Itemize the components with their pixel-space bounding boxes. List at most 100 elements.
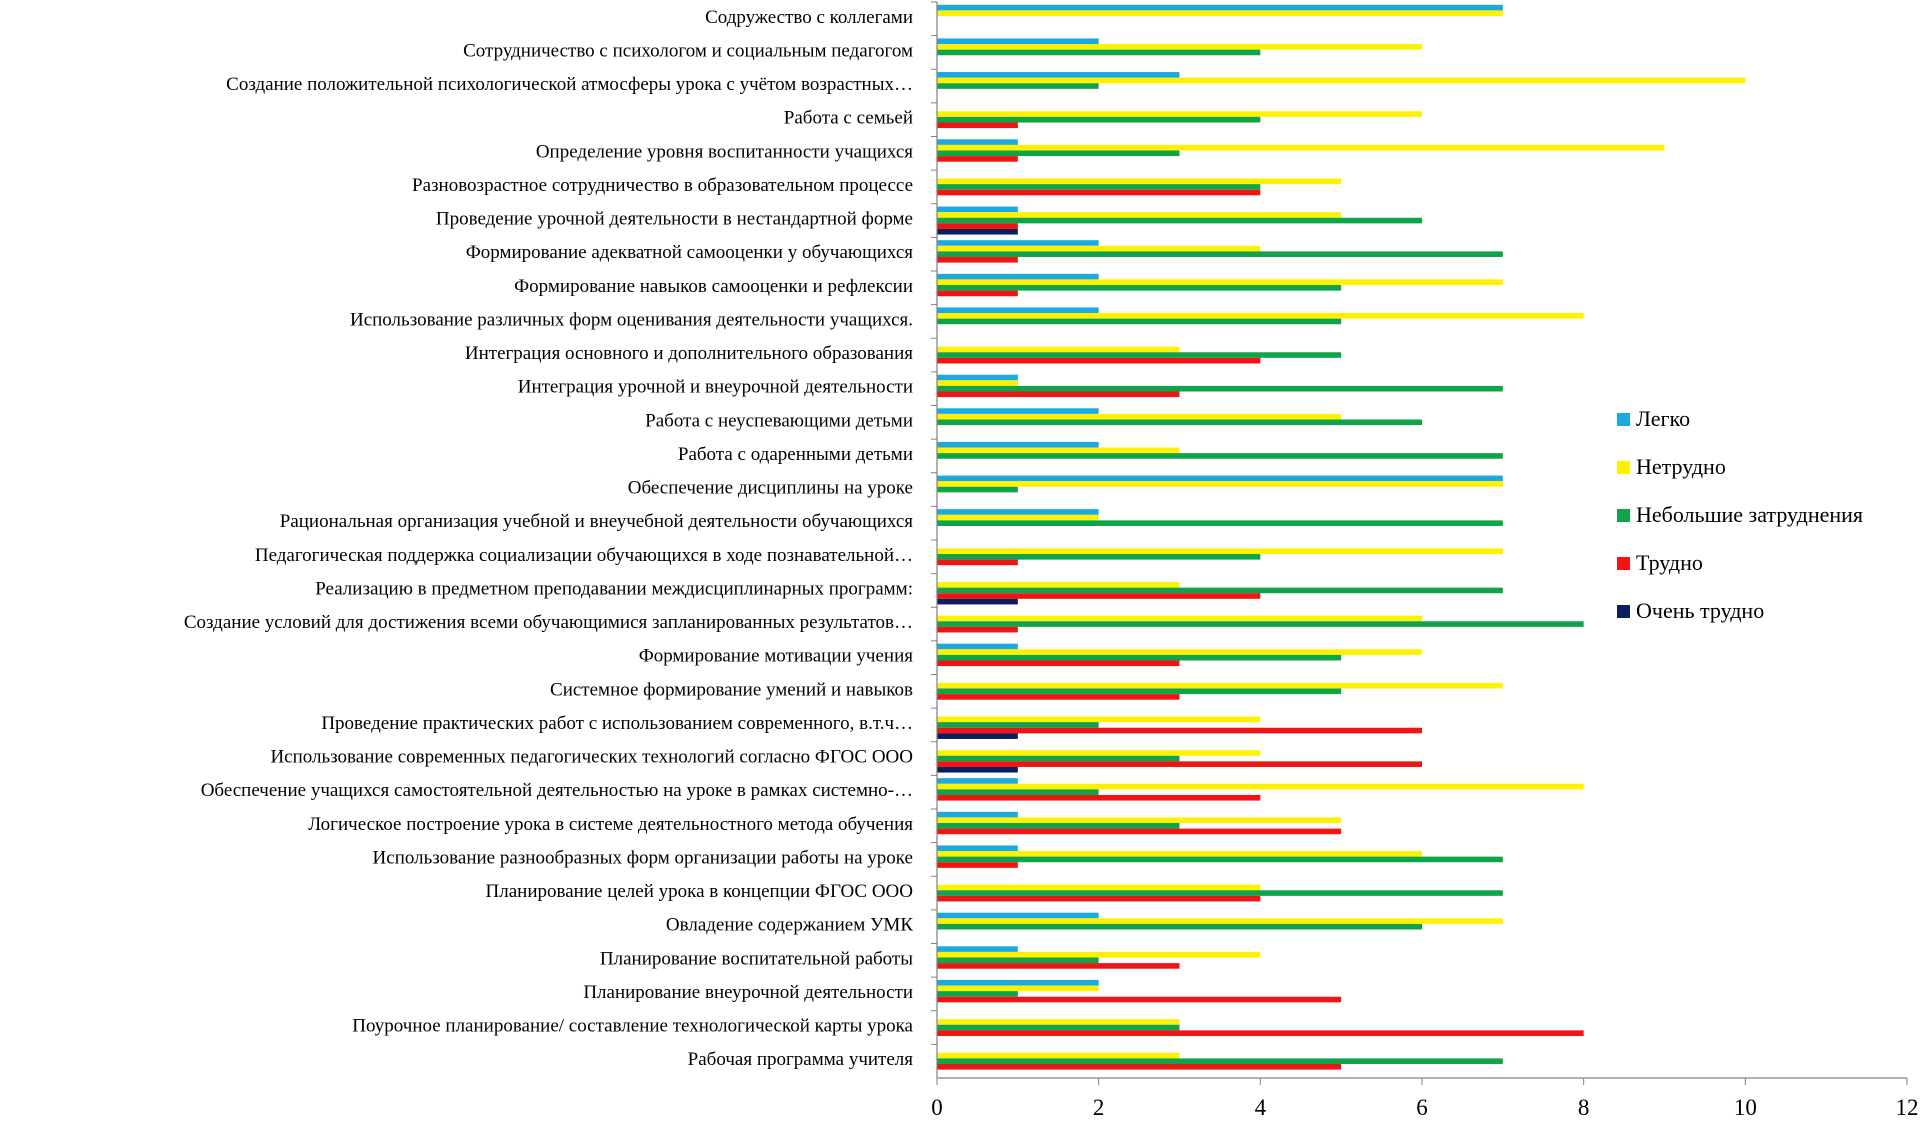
bar <box>937 587 1503 594</box>
category-label: Содружество с коллегами <box>705 7 913 28</box>
bar <box>937 72 1180 78</box>
bar <box>937 649 1422 655</box>
x-tick-label: 4 <box>1255 1095 1267 1120</box>
bar <box>937 621 1584 627</box>
bar <box>937 44 1422 50</box>
x-tick-label: 10 <box>1734 1095 1757 1120</box>
bars <box>937 4 1746 1070</box>
category-label: Работа с одаренными детьми <box>678 444 913 465</box>
legend-item: Трудно <box>1617 539 1863 587</box>
category-label: Работа с семьей <box>784 108 913 129</box>
legend-item: Легко <box>1617 395 1863 443</box>
bar <box>937 279 1503 286</box>
bar <box>937 750 1261 756</box>
bar <box>937 475 1503 482</box>
bar <box>937 890 1503 896</box>
bar <box>937 240 1099 246</box>
bar <box>937 4 1503 11</box>
category-label: Сотрудничество с психологом и социальным… <box>463 40 913 61</box>
bar <box>937 228 1018 235</box>
category-label: Работа с неуспевающими детьми <box>645 410 913 431</box>
bar <box>937 313 1584 319</box>
category-label: Интеграция основного и дополнительного о… <box>465 343 913 364</box>
category-label: Использование различных форм оценивания … <box>350 309 913 330</box>
category-label: Формирование мотивации учения <box>639 646 914 667</box>
category-labels: Содружество с коллегами Сотрудничество с … <box>184 7 914 1070</box>
category-label: Рациональная организация учебной и внеуч… <box>280 511 913 532</box>
category-label: Планирование воспитательной работы <box>600 948 913 969</box>
bar <box>937 851 1422 857</box>
bar <box>937 38 1099 45</box>
axes: 0 2 4 6 8 10 12 <box>931 1 1919 1120</box>
bar <box>937 212 1342 218</box>
bar <box>937 307 1099 314</box>
legend-item: Очень трудно <box>1617 587 1863 635</box>
bar <box>937 419 1422 426</box>
bar <box>937 285 1342 291</box>
bar <box>937 1058 1503 1064</box>
bar <box>937 144 1665 151</box>
bar <box>937 963 1180 969</box>
bar <box>937 923 1422 930</box>
bar <box>937 794 1261 801</box>
bar <box>937 856 1503 863</box>
category-label: Системное формирование умений и навыков <box>550 679 913 700</box>
bar <box>937 514 1099 521</box>
category-label: Формирование навыков самооценки и рефлек… <box>514 276 913 297</box>
bar <box>937 357 1261 364</box>
bar <box>937 694 1180 700</box>
bar <box>937 251 1503 257</box>
bar <box>937 755 1180 762</box>
bar <box>937 1063 1342 1070</box>
bar <box>937 273 1099 280</box>
bar <box>937 184 1261 190</box>
bar <box>937 391 1180 398</box>
bar <box>937 77 1746 84</box>
bar <box>937 884 1261 891</box>
bar <box>937 139 1018 145</box>
bar <box>937 654 1342 661</box>
bar <box>937 828 1342 835</box>
bar <box>937 223 1018 229</box>
bar <box>937 951 1261 958</box>
category-label: Планирование внеурочной деятельности <box>583 982 913 1003</box>
legend-label: Нетрудно <box>1636 454 1726 479</box>
bar <box>937 83 1099 89</box>
bar <box>937 374 1018 381</box>
bar <box>937 811 1018 818</box>
bar <box>937 548 1503 555</box>
bar <box>937 413 1342 420</box>
bar <box>937 178 1342 185</box>
bar <box>937 598 1018 605</box>
bar <box>937 486 1018 493</box>
bar <box>937 206 1018 213</box>
bar <box>937 895 1261 902</box>
bar <box>937 453 1503 459</box>
bar <box>937 116 1261 123</box>
legend-item: Небольшие затруднения <box>1617 491 1863 539</box>
bar <box>937 245 1261 252</box>
legend-label: Небольшие затруднения <box>1636 502 1864 527</box>
bar <box>937 991 1018 997</box>
category-label: Педагогическая поддержка социализации об… <box>255 545 913 566</box>
category-label: Планирование целей урока в концепции ФГО… <box>486 881 913 902</box>
bar <box>937 481 1503 487</box>
bar <box>937 509 1099 515</box>
bar <box>937 823 1180 829</box>
legend-item: Нетрудно <box>1617 443 1863 491</box>
bar <box>937 716 1261 723</box>
category-label: Овладение содержанием УМК <box>666 915 913 936</box>
category-label: Разновозрастное сотрудничество в образов… <box>412 175 913 196</box>
bar <box>937 520 1503 526</box>
x-tick-label: 8 <box>1578 1095 1590 1120</box>
bar <box>937 778 1018 784</box>
category-label: Создание положительной психологической а… <box>226 74 913 95</box>
x-tick-label: 12 <box>1896 1095 1919 1120</box>
bar <box>937 189 1261 196</box>
bar <box>937 385 1503 392</box>
bar <box>937 352 1342 358</box>
bar <box>937 150 1180 157</box>
bar <box>937 918 1503 924</box>
x-tick-label: 0 <box>931 1095 943 1120</box>
